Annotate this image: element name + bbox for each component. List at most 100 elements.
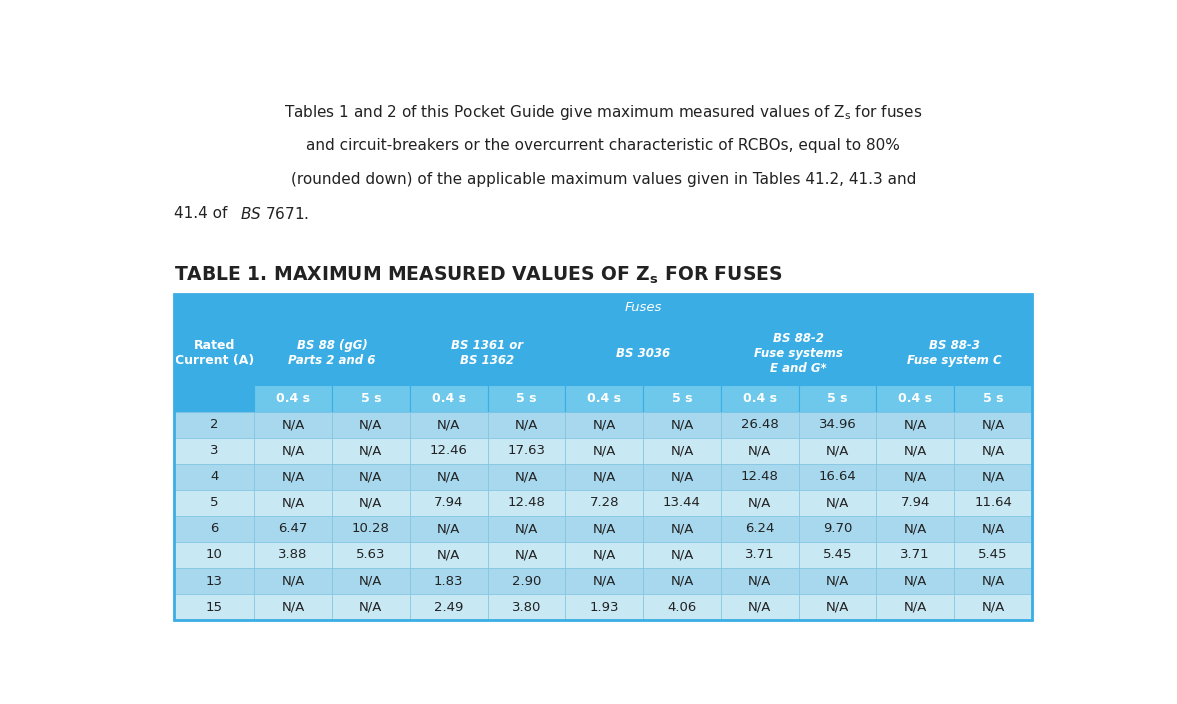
Text: 12.48: 12.48	[507, 496, 545, 510]
Text: BS 88-2
Fuse systems
E and G*: BS 88-2 Fuse systems E and G*	[754, 332, 843, 375]
Text: 15: 15	[206, 601, 222, 614]
Text: 9.70: 9.70	[823, 522, 852, 536]
Bar	[254, 542, 332, 568]
Text: N/A: N/A	[359, 470, 383, 484]
Text: N/A: N/A	[592, 444, 616, 458]
Text: N/A: N/A	[592, 574, 616, 588]
Text: N/A: N/A	[670, 574, 693, 588]
Text: 3.80: 3.80	[512, 601, 541, 614]
Bar	[877, 464, 955, 490]
Bar	[487, 594, 565, 620]
Text: (rounded down) of the applicable maximum values given in Tables 41.2, 41.3 and: (rounded down) of the applicable maximum…	[291, 172, 916, 187]
Text: 12.48: 12.48	[740, 470, 779, 484]
Bar	[565, 516, 643, 542]
Bar	[410, 490, 487, 516]
Bar	[799, 412, 877, 438]
Bar	[565, 464, 643, 490]
Bar	[799, 594, 877, 620]
Bar	[254, 294, 1032, 321]
Bar	[487, 412, 565, 438]
Bar	[174, 516, 254, 542]
Text: 16.64: 16.64	[819, 470, 857, 484]
Text: N/A: N/A	[514, 418, 538, 432]
Text: Rated
Current (A): Rated Current (A)	[174, 339, 254, 367]
Text: N/A: N/A	[904, 522, 927, 536]
Bar	[565, 542, 643, 568]
Bar	[799, 464, 877, 490]
Text: 5 s: 5 s	[983, 392, 1003, 405]
Bar	[799, 438, 877, 464]
Text: BS 88 (gG)
Parts 2 and 6: BS 88 (gG) Parts 2 and 6	[288, 339, 375, 367]
Text: and circuit-breakers or the overcurrent characteristic of RCBOs, equal to 80%: and circuit-breakers or the overcurrent …	[306, 137, 900, 153]
Text: 10.28: 10.28	[352, 522, 390, 536]
Text: N/A: N/A	[982, 418, 1005, 432]
Bar	[410, 464, 487, 490]
Bar	[332, 385, 410, 412]
Bar	[799, 385, 877, 412]
Bar	[487, 438, 565, 464]
Text: 4: 4	[211, 470, 219, 484]
Bar	[254, 464, 332, 490]
Text: 3: 3	[211, 444, 219, 458]
Bar	[174, 568, 254, 594]
Text: 12.46: 12.46	[430, 444, 467, 458]
Text: N/A: N/A	[514, 548, 538, 562]
Text: N/A: N/A	[826, 444, 849, 458]
Bar	[410, 438, 487, 464]
Bar	[877, 542, 955, 568]
Bar	[720, 516, 799, 542]
Bar	[799, 490, 877, 516]
Text: 0.4 s: 0.4 s	[432, 392, 466, 405]
Text: BS 1361 or
BS 1362: BS 1361 or BS 1362	[452, 339, 524, 367]
Bar	[877, 321, 1032, 385]
Bar	[643, 594, 720, 620]
Bar	[643, 412, 720, 438]
Text: 6: 6	[211, 522, 219, 536]
Bar	[643, 542, 720, 568]
Text: N/A: N/A	[826, 601, 849, 614]
Text: N/A: N/A	[359, 574, 383, 588]
Text: 0.4 s: 0.4 s	[277, 392, 310, 405]
Text: BS 88-3
Fuse system C: BS 88-3 Fuse system C	[906, 339, 1002, 367]
Text: 34.96: 34.96	[819, 418, 857, 432]
Text: N/A: N/A	[749, 444, 771, 458]
Text: N/A: N/A	[982, 601, 1005, 614]
Text: 41.4 of: 41.4 of	[174, 206, 233, 221]
Bar	[877, 412, 955, 438]
Text: 5: 5	[211, 496, 219, 510]
Bar	[487, 464, 565, 490]
Bar	[799, 542, 877, 568]
Text: N/A: N/A	[514, 522, 538, 536]
Text: 5 s: 5 s	[672, 392, 692, 405]
Text: N/A: N/A	[670, 418, 693, 432]
Bar	[877, 516, 955, 542]
Text: N/A: N/A	[281, 574, 305, 588]
Text: N/A: N/A	[749, 574, 771, 588]
Text: N/A: N/A	[359, 601, 383, 614]
Text: $\it{BS\ 7671}$.: $\it{BS\ 7671}$.	[240, 206, 310, 222]
Bar	[720, 464, 799, 490]
Bar	[254, 412, 332, 438]
Bar	[174, 294, 1032, 620]
Bar	[410, 568, 487, 594]
Bar	[720, 412, 799, 438]
Text: 2.49: 2.49	[434, 601, 464, 614]
Text: N/A: N/A	[826, 496, 849, 510]
Text: N/A: N/A	[437, 522, 460, 536]
Text: 5 s: 5 s	[827, 392, 847, 405]
Bar	[565, 594, 643, 620]
Text: N/A: N/A	[359, 444, 383, 458]
Text: 0.4 s: 0.4 s	[898, 392, 932, 405]
Bar	[332, 516, 410, 542]
Text: 10: 10	[206, 548, 222, 562]
Bar	[720, 490, 799, 516]
Bar	[565, 438, 643, 464]
Text: 5 s: 5 s	[517, 392, 537, 405]
Bar	[720, 438, 799, 464]
Text: 6.24: 6.24	[745, 522, 774, 536]
Text: N/A: N/A	[592, 522, 616, 536]
Bar	[799, 516, 877, 542]
Bar	[877, 594, 955, 620]
Bar	[720, 385, 799, 412]
Bar	[332, 594, 410, 620]
